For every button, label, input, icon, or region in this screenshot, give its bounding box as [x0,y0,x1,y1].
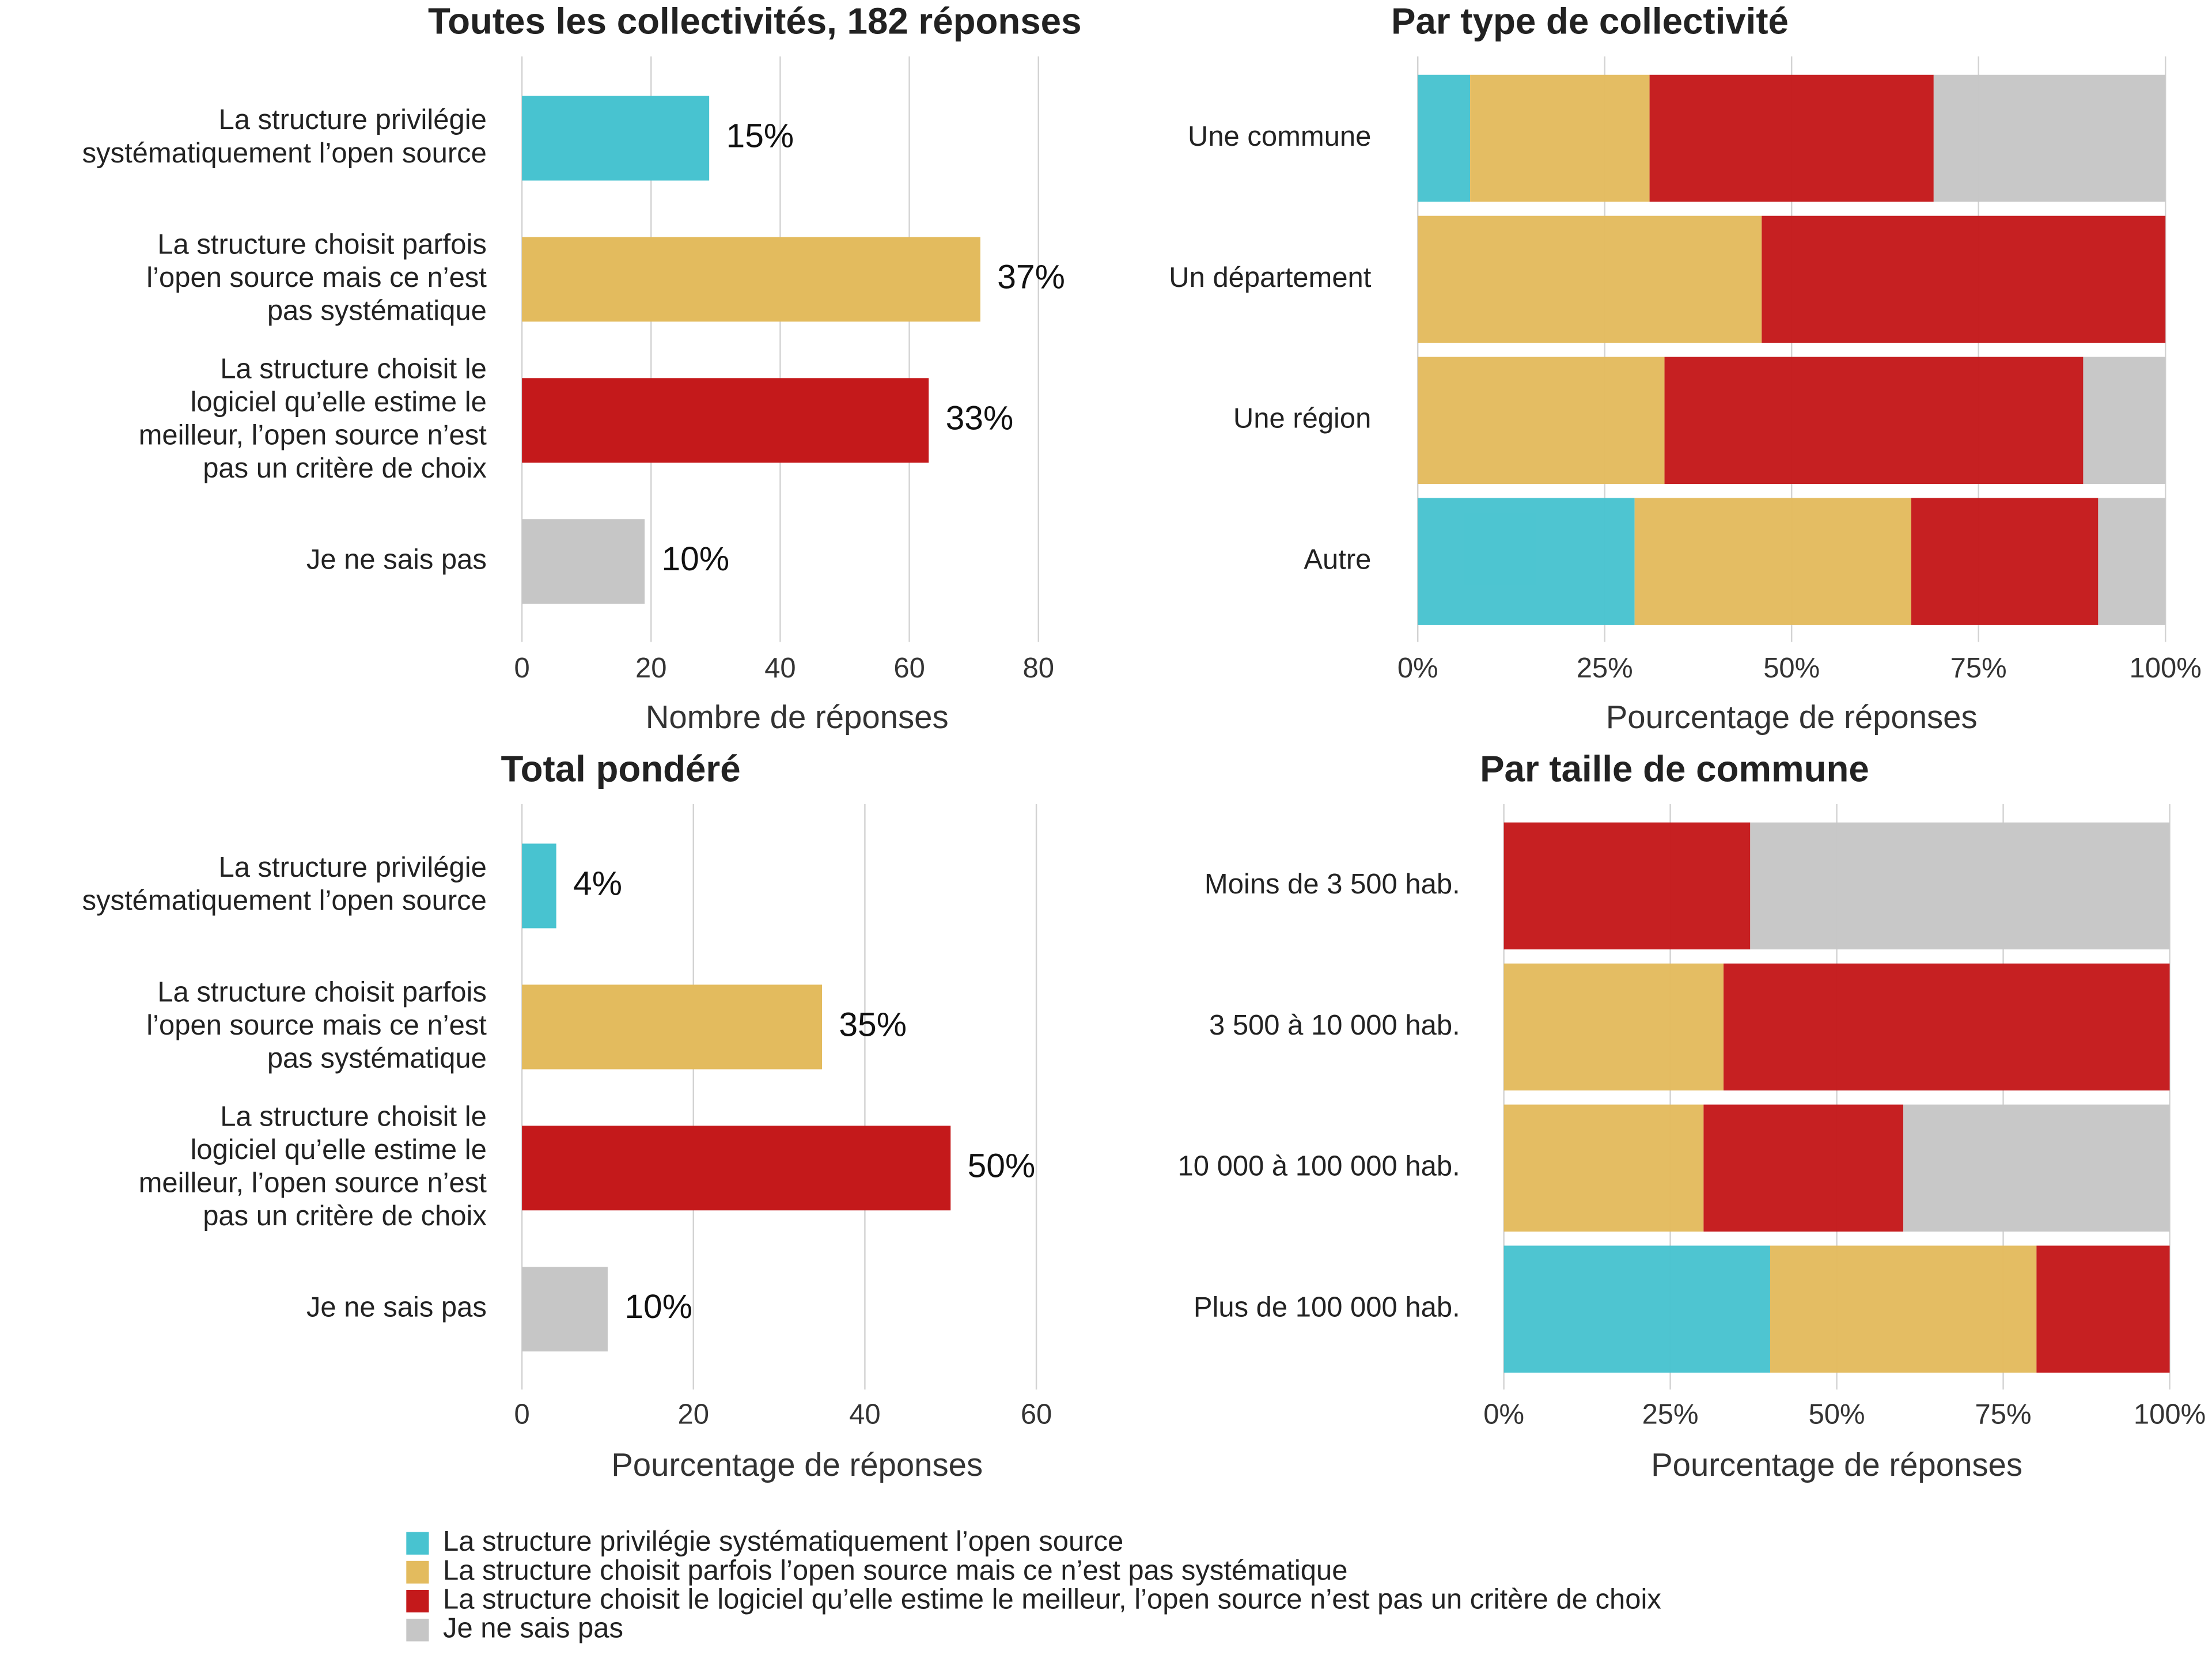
bar-segment [1911,498,2099,625]
category-label: Moins de 3 500 hab. [1205,869,1460,900]
bar-segment [1503,1245,1770,1373]
bar [522,96,710,181]
bar-segment [1503,963,1724,1091]
bar-segment [1470,74,1650,202]
category-label: 10 000 à 100 000 hab. [1178,1151,1460,1182]
category-label: Une commune [1188,121,1371,152]
legend-swatch [406,1532,429,1555]
x-axis-title: Nombre de réponses [646,699,949,735]
value-label: 33% [946,399,1014,437]
bar-segment [1762,215,2166,343]
x-tick-label: 0% [1483,1399,1524,1430]
category-label: Je ne sais pas [306,1292,487,1323]
chart-title: Par taille de commune [1480,748,1869,789]
chart-title: Total pondéré [501,748,740,789]
bar-segment [2083,357,2166,484]
x-tick-label: 20 [635,653,666,684]
x-tick-label: 75% [1975,1399,2032,1430]
bar [522,843,556,929]
bar [522,1126,951,1211]
x-tick-label: 40 [849,1399,880,1430]
bar [522,378,929,463]
value-label: 50% [968,1147,1036,1184]
chart-title: Toutes les collectivités, 182 réponses [428,1,1082,41]
bar-segment [2098,498,2166,625]
bar-segment [1664,357,2084,484]
x-tick-label: 100% [2134,1399,2206,1430]
bar-segment [1503,1104,1704,1232]
category-label: La structure choisit parfois l’open sourc… [146,976,487,1074]
category-label: Je ne sais pas [306,544,487,575]
x-tick-label: 0 [514,1399,530,1430]
bar-segment [1418,215,1762,343]
value-label: 35% [839,1006,907,1043]
x-tick-label: 50% [1809,1399,1865,1430]
bar-segment [1750,822,2170,950]
category-label: Autre [1304,544,1371,575]
value-label: 10% [661,540,729,578]
x-tick-label: 80 [1023,653,1054,684]
bar [522,984,823,1070]
category-label: Un département [1169,262,1372,293]
bar-segment [1903,1104,2170,1232]
category-label: La structure choisit le logiciel qu’elle … [139,353,487,484]
x-axis-title: Pourcentage de réponses [611,1446,983,1483]
x-axis-title: Pourcentage de réponses [1606,699,1978,735]
x-tick-label: 25% [1577,653,1633,684]
bar-segment [1770,1245,2037,1373]
bar-segment [1634,498,1911,625]
x-tick-label: 60 [893,653,925,684]
bar-segment [1418,74,1471,202]
legend-label: Je ne sais pas [443,1613,623,1644]
legend-swatch [406,1590,429,1613]
legend-label: La structure choisit le logiciel qu’elle… [443,1584,1661,1615]
bar-segment [2036,1245,2170,1373]
bar-segment [1933,74,2166,202]
bar-segment [1418,357,1665,484]
value-label: 10% [624,1288,692,1325]
x-tick-label: 20 [678,1399,709,1430]
bar-segment [1703,1104,1904,1232]
x-tick-label: 25% [1642,1399,1699,1430]
legend-swatch [406,1619,429,1642]
category-label: Plus de 100 000 hab. [1194,1292,1460,1323]
x-tick-label: 75% [1950,653,2007,684]
x-tick-label: 60 [1021,1399,1052,1430]
bar [522,519,645,604]
bar-segment [1649,74,1934,202]
category-label: La structure choisit le logiciel qu’elle … [139,1101,487,1232]
x-tick-label: 100% [2130,653,2202,684]
category-label: 3 500 à 10 000 hab. [1209,1010,1460,1041]
category-label: La structure privilégie systématiquement … [82,852,487,916]
bar-segment [1724,963,2170,1091]
bar [522,1267,608,1352]
bar [522,237,980,322]
chart-title: Par type de collectivité [1391,1,1789,41]
x-tick-label: 40 [764,653,796,684]
value-label: 15% [726,118,794,155]
bar-segment [1418,498,1635,625]
category-label: La structure privilégie systématiquement … [82,104,487,169]
legend-swatch [406,1560,429,1584]
legend-label: La structure choisit parfois l’open sour… [443,1555,1347,1586]
x-tick-label: 50% [1763,653,1820,684]
x-tick-label: 0 [514,653,530,684]
category-label: Une région [1233,403,1372,434]
x-tick-label: 0% [1397,653,1438,684]
value-label: 4% [573,865,622,902]
bar-segment [1503,822,1751,950]
value-label: 37% [997,258,1065,296]
category-label: La structure choisit parfois l’open sourc… [146,229,487,326]
legend-label: La structure privilégie systématiquement… [443,1526,1123,1557]
x-axis-title: Pourcentage de réponses [1651,1446,2022,1483]
